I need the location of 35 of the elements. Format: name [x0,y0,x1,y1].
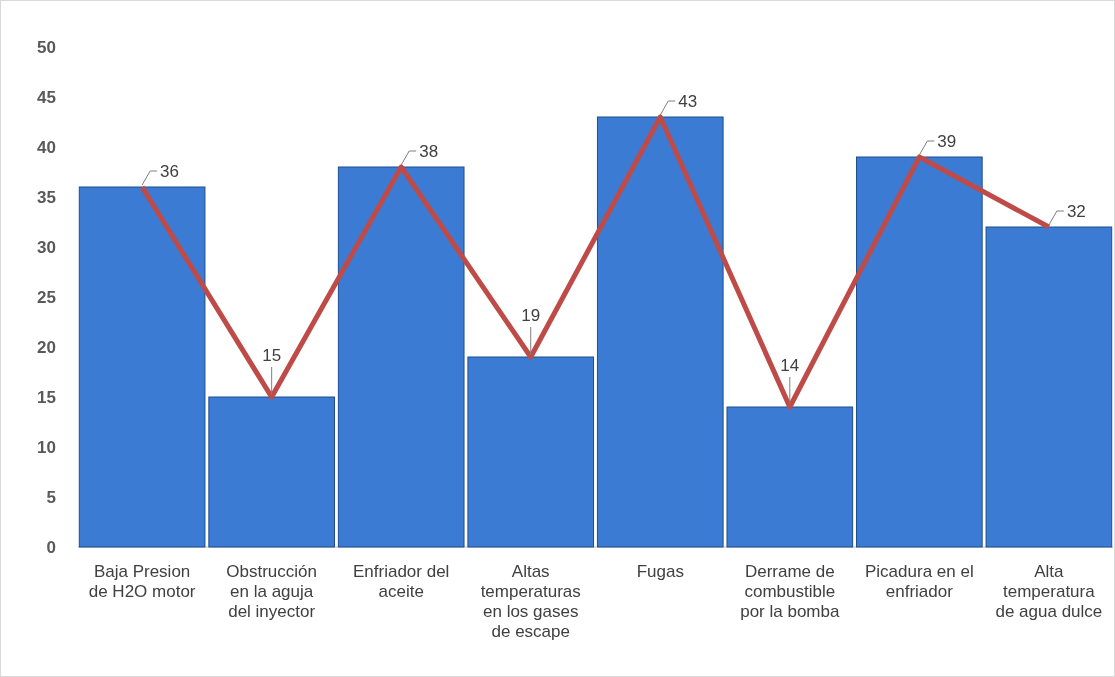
data-label: 43 [678,92,698,111]
data-label: 14 [780,356,800,375]
data-label: 32 [1066,202,1086,221]
y-tick-label: 40 [37,137,56,157]
bar [337,166,465,548]
bar [78,186,206,548]
x-tick-label: Obstrucción en la aguja del inyector [226,562,318,622]
data-label: 39 [937,132,957,151]
data-label: 15 [262,346,282,365]
y-tick-label: 10 [37,437,56,457]
bar [596,116,724,548]
x-tick-label: Alta temperatura de agua dulce [995,562,1103,622]
y-tick-label: 30 [37,237,56,257]
x-tick-label: Derrame de combustible por la bomba [740,562,840,622]
x-tick-label: Altas temperaturas en los gases de escape [480,562,581,642]
data-label: 36 [160,162,180,181]
x-tick-label: Fugas [636,562,684,581]
y-tick-label: 0 [46,537,56,557]
y-tick-label: 45 [37,87,56,107]
y-tick-label: 25 [37,287,56,307]
y-tick-label: 35 [37,187,56,207]
bar [467,356,595,548]
data-label: 38 [419,142,439,161]
x-tick-label: Baja Presion de H2O motor [88,562,196,602]
y-tick-label: 15 [37,387,56,407]
bar [726,406,854,548]
x-tick-label: Picadura en el enfriador [865,562,974,602]
bar [208,396,335,548]
y-tick-label: 20 [37,337,56,357]
y-tick-label: 5 [46,487,56,507]
y-tick-label: 50 [37,37,56,57]
data-label: 19 [521,306,541,325]
x-tick-label: Enfriador del aceite [353,562,450,602]
bar [856,156,983,548]
bar [985,226,1113,548]
